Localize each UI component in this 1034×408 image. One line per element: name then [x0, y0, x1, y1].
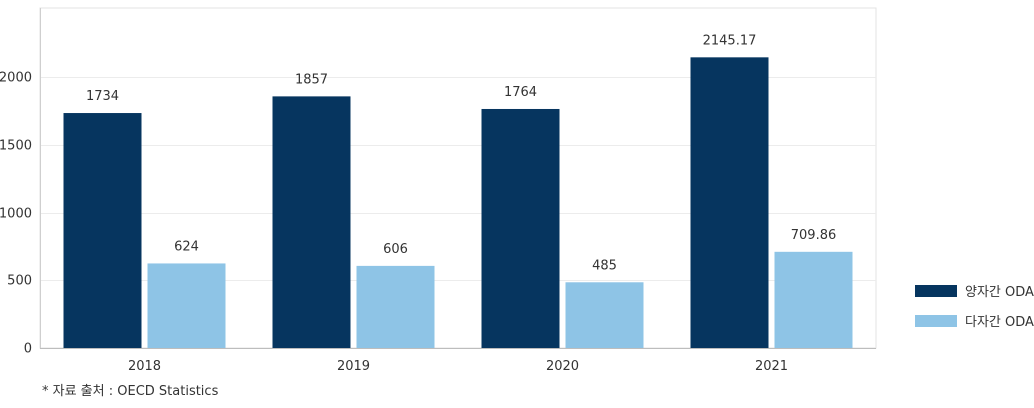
legend-swatch-series-0	[915, 285, 957, 297]
x-tick-label-2019: 2019	[337, 359, 370, 374]
y-tick-label-1000: 1000	[0, 207, 32, 222]
bar-2018-series-0	[63, 113, 142, 348]
data-label-2019-series-0: 1857	[295, 72, 328, 87]
bar-2021-series-0	[690, 57, 769, 348]
data-label-2020-series-1: 485	[592, 258, 617, 273]
y-tick-label-500: 500	[7, 274, 32, 289]
bar-2018-series-1	[147, 263, 226, 348]
bar-2021-series-1	[774, 251, 853, 348]
data-label-2020-series-0: 1764	[504, 85, 537, 100]
data-label-2018-series-1: 624	[174, 239, 199, 254]
bar-2019-series-0	[272, 96, 351, 349]
x-tick-label-2021: 2021	[755, 359, 788, 374]
x-tick-label-2018: 2018	[128, 359, 161, 374]
data-label-2021-series-0: 2145.17	[703, 33, 757, 48]
y-tick-label-1500: 1500	[0, 139, 32, 154]
bar-2019-series-1	[356, 265, 435, 348]
legend-label-series-1: 다자간 ODA	[965, 315, 1034, 330]
y-tick-label-2000: 2000	[0, 71, 32, 86]
source-note: * 자료 출처 : OECD Statistics	[42, 384, 219, 399]
bar-2020-series-1	[565, 282, 644, 348]
legend-swatch-series-1	[915, 315, 957, 327]
legend-label-series-0: 양자간 ODA	[965, 285, 1034, 300]
bar-2020-series-0	[481, 108, 560, 348]
data-label-2018-series-0: 1734	[86, 89, 119, 104]
x-tick-label-2020: 2020	[546, 359, 579, 374]
y-tick-label-0: 0	[24, 342, 32, 357]
data-label-2021-series-1: 709.86	[791, 228, 837, 243]
data-label-2019-series-1: 606	[383, 242, 408, 257]
